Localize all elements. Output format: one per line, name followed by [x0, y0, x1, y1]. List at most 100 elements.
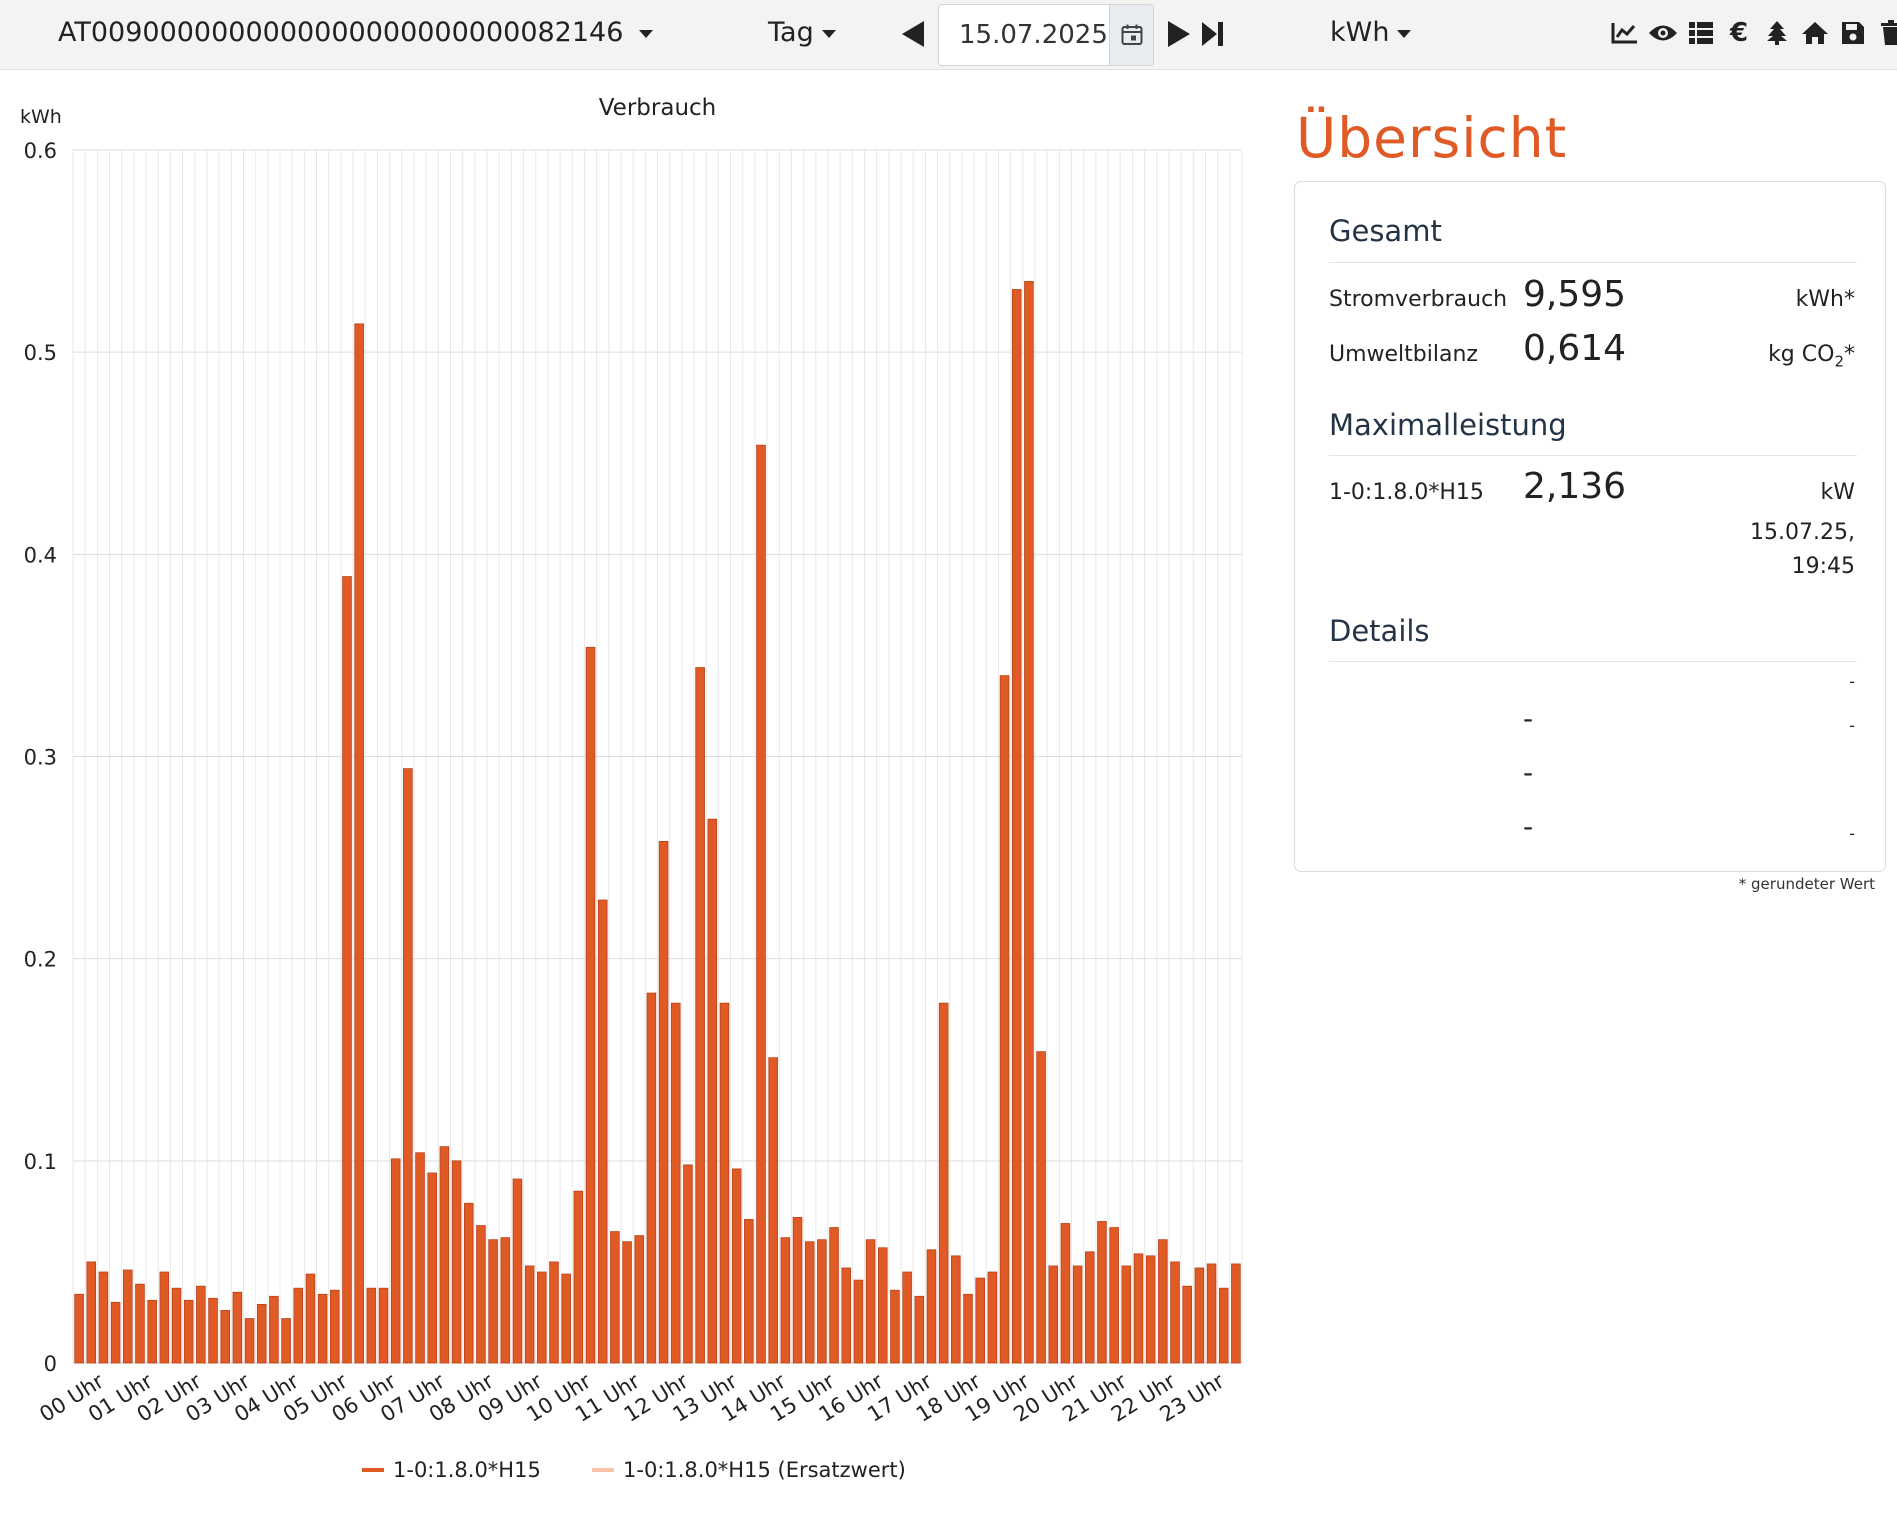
bar [463, 1202, 474, 1364]
stromverbrauch-value: 9,595 [1523, 274, 1627, 315]
trash-icon[interactable] [1876, 18, 1897, 48]
overview-card: Gesamt Stromverbrauch 9,595 kWh* Umweltb… [1294, 181, 1886, 872]
bar [330, 1289, 340, 1364]
details-placeholder: - [1849, 672, 1855, 691]
chevron-down-icon [821, 29, 836, 38]
bar [829, 1227, 839, 1364]
date-input[interactable] [939, 5, 1111, 65]
bar [427, 1172, 438, 1364]
y-tick-label: 0.2 [24, 948, 57, 972]
top-toolbar: AT0090000000000000000000000082146 Tag kW… [0, 0, 1897, 70]
bar [256, 1303, 267, 1364]
previous-day-button[interactable] [900, 19, 926, 49]
consumption-chart: 0 0.1 0.2 0.3 0.4 0.5 0.6 kWh Verbrauch 00 Uhr 01 … [0, 90, 1260, 1517]
period-label: Tag [768, 17, 814, 48]
date-picker [938, 4, 1154, 66]
overview-title: Übersicht [1296, 106, 1568, 170]
bar [756, 444, 766, 1364]
bar [1109, 1227, 1119, 1364]
triangle-left-icon [902, 21, 924, 47]
bar [1133, 1253, 1144, 1364]
y-tick-label: 0.1 [24, 1150, 57, 1174]
bar [1097, 1221, 1107, 1364]
y-tick-label: 0.3 [24, 746, 57, 770]
bar [658, 841, 669, 1364]
bar [817, 1239, 827, 1364]
bar [987, 1271, 998, 1364]
bar [780, 1237, 791, 1364]
bar [1085, 1251, 1095, 1364]
divider [1329, 455, 1857, 456]
meter-selector[interactable]: AT0090000000000000000000000082146 [58, 17, 654, 48]
bar [561, 1273, 571, 1364]
bar [171, 1287, 182, 1364]
bar [244, 1318, 255, 1364]
bar [573, 1190, 584, 1364]
bar [731, 1168, 742, 1364]
y-axis-label: kWh [20, 106, 62, 128]
y-tick-label: 0.4 [24, 543, 57, 567]
bar [914, 1295, 925, 1364]
period-selector[interactable]: Tag [768, 17, 836, 48]
bar [281, 1318, 291, 1364]
save-icon[interactable] [1838, 18, 1868, 48]
last-day-button[interactable] [1200, 19, 1226, 49]
bar [975, 1277, 985, 1364]
details-placeholder: - [1849, 716, 1855, 735]
bar [1194, 1267, 1205, 1364]
details-heading: Details [1329, 614, 1430, 648]
bar [890, 1289, 900, 1364]
bar [110, 1301, 121, 1364]
list-icon[interactable] [1686, 18, 1716, 48]
calendar-button[interactable] [1109, 5, 1153, 65]
chart-title: Verbrauch [599, 95, 717, 121]
bar [744, 1219, 754, 1364]
bar [439, 1146, 450, 1364]
max-unit: kW [1820, 480, 1856, 505]
details-placeholder: - [1523, 702, 1534, 735]
divider [1329, 262, 1857, 263]
bar [1170, 1261, 1180, 1364]
unit-selector[interactable]: kWh [1330, 17, 1412, 48]
bar [317, 1293, 328, 1364]
bar [719, 1002, 730, 1364]
max-register-label: 1-0:1.8.0*H15 [1329, 480, 1484, 505]
bar [804, 1241, 815, 1364]
maximalleistung-heading: Maximalleistung [1329, 408, 1567, 442]
chart-line-icon[interactable] [1610, 18, 1640, 48]
bar [403, 768, 413, 1364]
bar [1121, 1265, 1132, 1364]
bar [926, 1249, 937, 1364]
tree-icon[interactable] [1762, 18, 1792, 48]
bar [951, 1255, 961, 1364]
bar [1048, 1265, 1059, 1364]
eye-icon[interactable] [1648, 18, 1678, 48]
bar [196, 1285, 206, 1364]
bar [1206, 1263, 1217, 1364]
bar [792, 1217, 803, 1364]
action-icons: € [1610, 17, 1897, 49]
bar [476, 1225, 486, 1364]
bar [695, 667, 705, 1364]
euro-icon[interactable]: € [1729, 18, 1749, 48]
chevron-down-icon [639, 29, 654, 38]
max-time: 19:45 [1791, 554, 1855, 579]
bar [1072, 1265, 1083, 1364]
bar [999, 675, 1010, 1364]
bar [549, 1261, 559, 1364]
bar [707, 818, 718, 1364]
bar [293, 1287, 304, 1364]
home-icon[interactable] [1800, 18, 1830, 48]
bar [220, 1310, 230, 1364]
bar [670, 1002, 681, 1364]
bar [378, 1287, 389, 1364]
bar [488, 1239, 498, 1364]
bar [354, 323, 364, 1364]
bar [865, 1239, 876, 1364]
umweltbilanz-value: 0,614 [1523, 328, 1627, 369]
bar [938, 1002, 949, 1364]
bar [1231, 1263, 1241, 1364]
umweltbilanz-unit: kg CO2* [1768, 342, 1855, 371]
next-day-button[interactable] [1166, 19, 1192, 49]
